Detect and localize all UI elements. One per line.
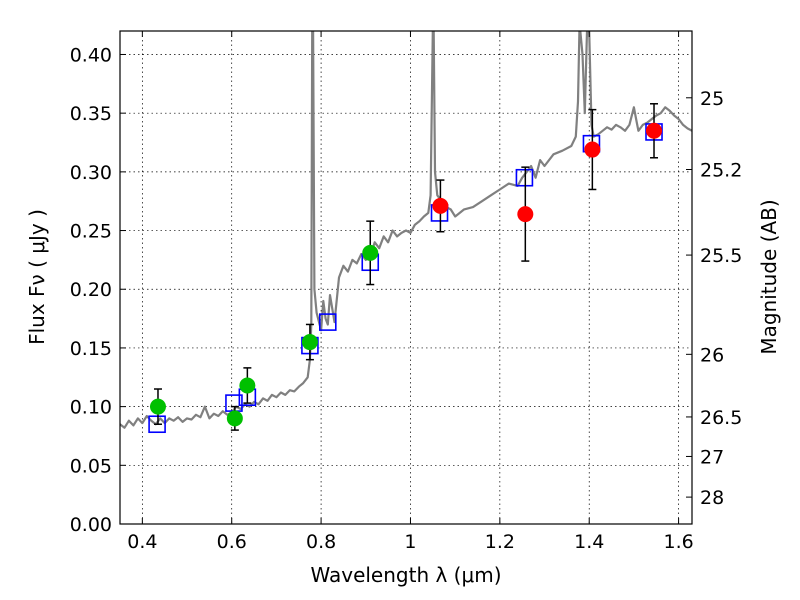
mag-tick-label: 25.5: [700, 245, 742, 267]
model-square: [148, 415, 166, 434]
y-tick-label: 0.35: [70, 103, 112, 125]
optical-point: [149, 398, 166, 415]
infrared-point: [646, 122, 663, 139]
y-tick-label: 0.05: [70, 455, 112, 477]
marker-layer: [148, 103, 663, 434]
x-tick-label: 1.2: [485, 531, 515, 553]
y-tick-label: 0.15: [70, 338, 112, 360]
mag-tick-label: 25.2: [700, 159, 742, 181]
y-tick-label: 0.30: [70, 162, 112, 184]
model-square: [318, 313, 337, 331]
y-tick-label: 0.00: [70, 514, 112, 536]
infrared-point: [432, 197, 449, 214]
tick-labels: 0.4 0.6 0.8 1 1.2 1.4 1.6 0.00 0.05 0.10 0.15 0.20 0…: [70, 44, 743, 553]
model-square: [515, 168, 534, 187]
y-axis-label: Flux Fν ( μJy ): [25, 209, 49, 345]
spectrum-line: [120, 31, 692, 429]
x-tick-label: 0.8: [306, 531, 336, 553]
mag-tick-label: 26: [700, 344, 724, 366]
x-tick-label: 1.4: [574, 531, 604, 553]
infrared-point: [517, 206, 534, 223]
mag-tick-label: 25: [700, 88, 724, 110]
x-tick-label: 1.6: [663, 531, 693, 553]
mag-tick-label: 26.5: [700, 407, 742, 429]
x-axis-label: Wavelength λ (μm): [310, 563, 501, 587]
x-tick-label: 0.4: [127, 531, 157, 553]
optical-point: [226, 410, 243, 427]
mag-tick-label: 27: [700, 446, 724, 468]
y-tick-label: 0.10: [70, 397, 112, 419]
x-tick-label: 1: [404, 531, 416, 553]
grid: [120, 31, 692, 525]
x-tick-label: 0.6: [217, 531, 247, 553]
plot-frame: [119, 30, 693, 525]
optical-point: [301, 334, 318, 351]
y2-axis-label: Magnitude (AB): [757, 199, 781, 354]
y-tick-label: 0.25: [70, 221, 112, 243]
y-tick-label: 0.40: [70, 44, 112, 66]
mag-tick-label: 28: [700, 487, 724, 509]
optical-point: [362, 244, 379, 261]
y-tick-label: 0.20: [70, 279, 112, 301]
spectrum-layer: [120, 31, 692, 429]
infrared-point: [584, 141, 601, 158]
optical-point: [239, 377, 256, 394]
ticks: [120, 31, 692, 525]
